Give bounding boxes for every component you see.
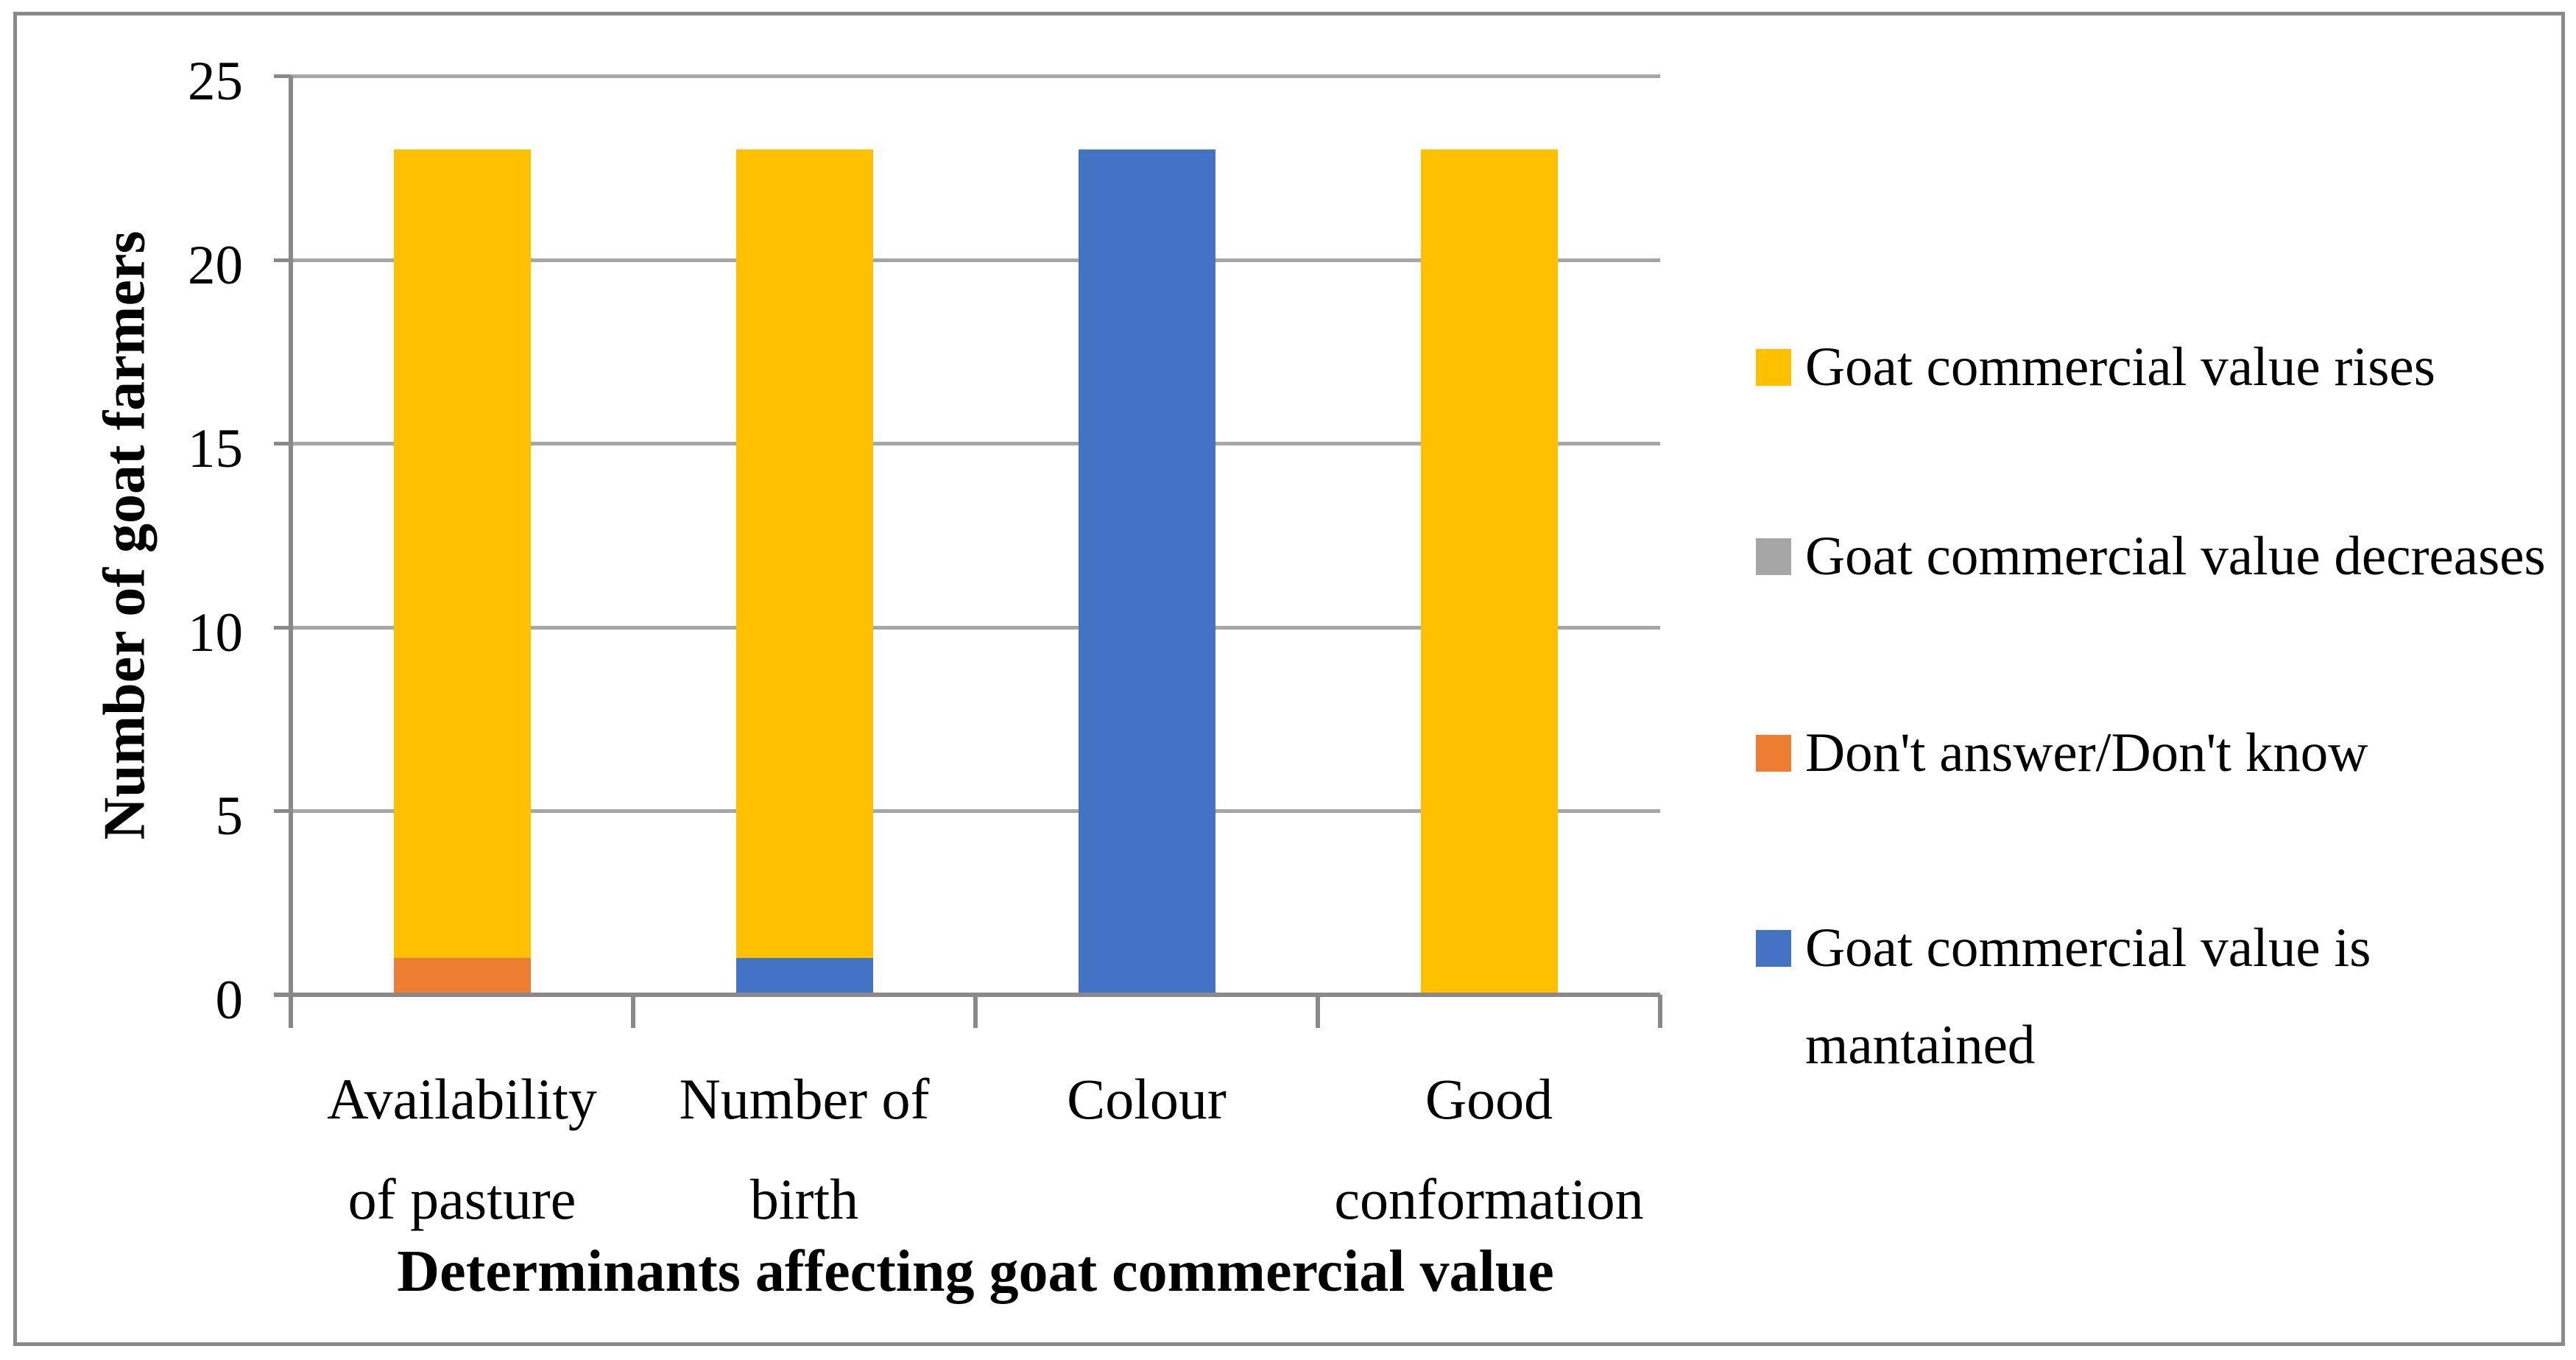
category-label: Colour [1067, 1049, 1227, 1149]
category-label-line: Colour [1067, 1067, 1227, 1131]
y-tick-mark [274, 625, 291, 630]
y-tick-label: 0 [215, 970, 244, 1031]
gridline [291, 258, 1660, 262]
bar-segment [393, 149, 531, 959]
x-axis-line [274, 993, 1660, 997]
category-label-line: of pasture [347, 1167, 576, 1231]
figure-border [13, 12, 2565, 1346]
y-axis-title: Number of goat farmers [92, 230, 158, 840]
bar-segment [735, 149, 873, 959]
y-tick-label: 20 [188, 234, 243, 296]
plot-area [274, 74, 1662, 1028]
category-label-line: Number of [679, 1067, 930, 1131]
y-tick-label: 5 [215, 786, 244, 848]
legend: Goat commercial value rises Goat commerci… [1756, 0, 2562, 1360]
legend-swatch [1756, 930, 1791, 967]
category-label-line: Availability [327, 1067, 597, 1131]
gridline [291, 442, 1660, 446]
bar-segment [735, 958, 873, 995]
x-tick-mark [1658, 995, 1662, 1028]
category-label: Good conformation [1334, 1049, 1643, 1250]
bar-segment [1420, 149, 1558, 995]
y-tick-mark [274, 258, 291, 262]
y-tick-label: 10 [188, 602, 243, 663]
y-tick-mark [274, 74, 291, 78]
legend-swatch [1756, 538, 1791, 575]
category-label-line: birth [749, 1167, 859, 1231]
x-tick-mark [973, 995, 978, 1028]
legend-label: Goat commercial value decreases [1805, 526, 2546, 587]
x-axis-title: Determinants affecting goat commercial v… [397, 1239, 1554, 1304]
legend-label: Goat commercial value is mantained [1805, 917, 2371, 1076]
legend-swatch [1756, 735, 1791, 772]
legend-swatch [1756, 349, 1791, 386]
gridline [291, 74, 1660, 78]
gridline [291, 625, 1660, 630]
legend-label: Don't answer/Don't know [1805, 722, 2368, 783]
bar-segment [393, 958, 531, 995]
legend-label: Goat commercial value rises [1805, 337, 2435, 398]
y-tick-mark [274, 442, 291, 446]
category-label-line: Good [1425, 1067, 1553, 1131]
legend-item: Don't answer/Don't know [1756, 705, 2549, 802]
y-tick-label: 15 [188, 418, 243, 480]
legend-item: Goat commercial value is mantained [1756, 900, 2549, 1094]
y-tick-mark [274, 809, 291, 814]
x-tick-mark [631, 995, 635, 1028]
y-tick-label: 25 [188, 51, 243, 112]
bar-segment [1078, 149, 1215, 995]
gridline [291, 809, 1660, 814]
category-label-line: conformation [1334, 1167, 1644, 1231]
y-axis-line [289, 76, 293, 1028]
x-tick-mark [1316, 995, 1320, 1028]
legend-item: Goat commercial value decreases [1756, 508, 2549, 605]
category-label: Availability of pasture [327, 1049, 597, 1250]
legend-item: Goat commercial value rises [1756, 319, 2549, 416]
category-label: Number of birth [679, 1049, 929, 1250]
